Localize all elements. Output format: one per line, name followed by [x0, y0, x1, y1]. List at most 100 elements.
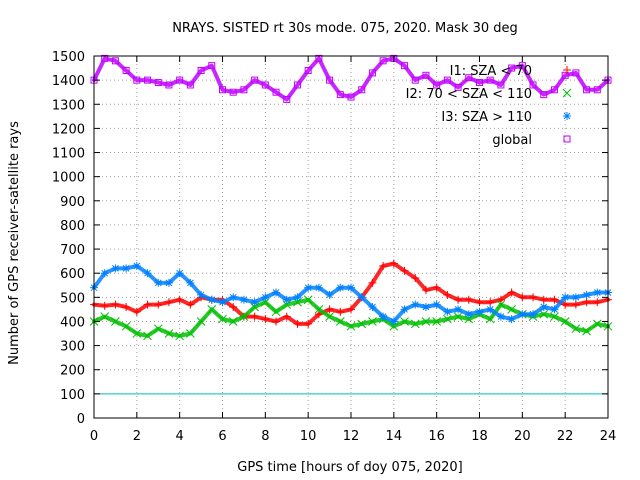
- data-point: [368, 278, 377, 287]
- x-tick-label: 24: [600, 429, 617, 444]
- data-point: [529, 310, 538, 319]
- data-point: [571, 300, 580, 309]
- series-layer: [89, 54, 613, 341]
- y-tick-label: 900: [60, 195, 85, 210]
- data-point: [539, 309, 549, 319]
- data-point: [143, 269, 152, 278]
- data-point: [357, 293, 366, 302]
- data-point: [100, 269, 109, 278]
- x-tick-label: 14: [386, 429, 403, 444]
- data-point: [454, 83, 462, 91]
- tick-layer: 0100200300400500600700800900100011001200…: [52, 50, 616, 444]
- data-point: [411, 300, 420, 309]
- data-point: [143, 331, 152, 341]
- x-tick-label: 12: [343, 429, 360, 444]
- data-point: [400, 305, 409, 314]
- data-point: [111, 317, 120, 326]
- data-point: [293, 81, 301, 89]
- data-point: [422, 71, 430, 79]
- data-point: [368, 69, 376, 77]
- data-point: [432, 317, 442, 326]
- data-point: [508, 64, 516, 72]
- x-tick-label: 4: [176, 429, 184, 444]
- x-tick-label: 20: [514, 429, 531, 444]
- data-point: [583, 86, 591, 94]
- data-point: [571, 324, 581, 334]
- data-point: [164, 329, 174, 338]
- data-point: [133, 76, 141, 84]
- data-point: [261, 293, 270, 302]
- data-point: [336, 91, 344, 99]
- data-point: [132, 307, 141, 316]
- data-point: [229, 293, 238, 302]
- data-point: [121, 321, 131, 331]
- y-tick-label: 400: [60, 315, 85, 330]
- x-tick-label: 22: [557, 429, 574, 444]
- y-tick-label: 1500: [52, 50, 85, 65]
- data-point: [111, 300, 120, 309]
- data-point: [389, 259, 398, 268]
- data-point: [335, 317, 345, 326]
- data-point: [196, 317, 206, 326]
- data-point: [539, 295, 548, 304]
- data-point: [347, 283, 355, 292]
- data-point: [261, 81, 269, 89]
- data-point: [240, 86, 248, 94]
- data-point: [550, 305, 559, 314]
- y-axis-label: Number of GPS receiver-satellite rays: [7, 121, 22, 365]
- data-point: [100, 312, 110, 321]
- y-tick-label: 1300: [52, 98, 85, 113]
- data-point: [239, 295, 248, 304]
- y-tick-label: 100: [60, 388, 85, 403]
- data-point: [496, 300, 506, 309]
- x-tick-label: 6: [218, 429, 226, 444]
- data-point: [561, 300, 570, 309]
- data-point: [132, 261, 141, 270]
- data-point: [529, 81, 537, 89]
- data-point: [593, 86, 601, 94]
- data-point: [410, 319, 420, 329]
- series-i3-sza-110: [90, 261, 612, 326]
- data-point: [518, 293, 527, 302]
- data-point: [208, 62, 216, 70]
- y-tick-label: 0: [77, 412, 85, 427]
- y-tick-label: 200: [60, 364, 85, 379]
- data-point: [539, 302, 548, 311]
- data-point: [550, 86, 558, 94]
- data-point: [368, 317, 377, 326]
- data-point: [111, 264, 120, 273]
- y-tick-label: 300: [60, 340, 85, 355]
- data-point: [101, 54, 109, 62]
- data-point: [518, 310, 527, 319]
- data-point: [507, 315, 516, 324]
- data-point: [432, 300, 441, 309]
- legend: I1: SZA < 70 I2: 70 < SZA < 110 I3: SZA > …: [406, 64, 572, 148]
- data-point: [111, 57, 119, 65]
- data-point: [368, 302, 377, 311]
- legend-label: I2: 70 < SZA < 110: [406, 87, 532, 102]
- data-point: [379, 312, 388, 321]
- data-point: [507, 288, 516, 297]
- data-point: [304, 319, 313, 328]
- x-tick-label: 8: [261, 429, 269, 444]
- data-point: [219, 86, 226, 94]
- data-point: [143, 300, 152, 309]
- data-point: [593, 298, 602, 307]
- data-point: [560, 317, 570, 326]
- data-point: [282, 312, 291, 321]
- data-point: [400, 317, 409, 326]
- x-tick-label: 2: [133, 429, 141, 444]
- data-point: [571, 293, 580, 302]
- data-point: [561, 293, 570, 302]
- grid-layer: [94, 56, 608, 418]
- data-point: [325, 312, 334, 321]
- legend-marker: [562, 88, 572, 98]
- series-trace: [92, 56, 610, 102]
- data-point: [293, 293, 302, 302]
- y-tick-label: 600: [60, 267, 85, 282]
- data-point: [154, 300, 163, 309]
- data-point: [486, 298, 495, 307]
- data-point: [250, 298, 259, 307]
- legend-label: I1: SZA < 70: [450, 64, 532, 79]
- data-point: [314, 283, 323, 292]
